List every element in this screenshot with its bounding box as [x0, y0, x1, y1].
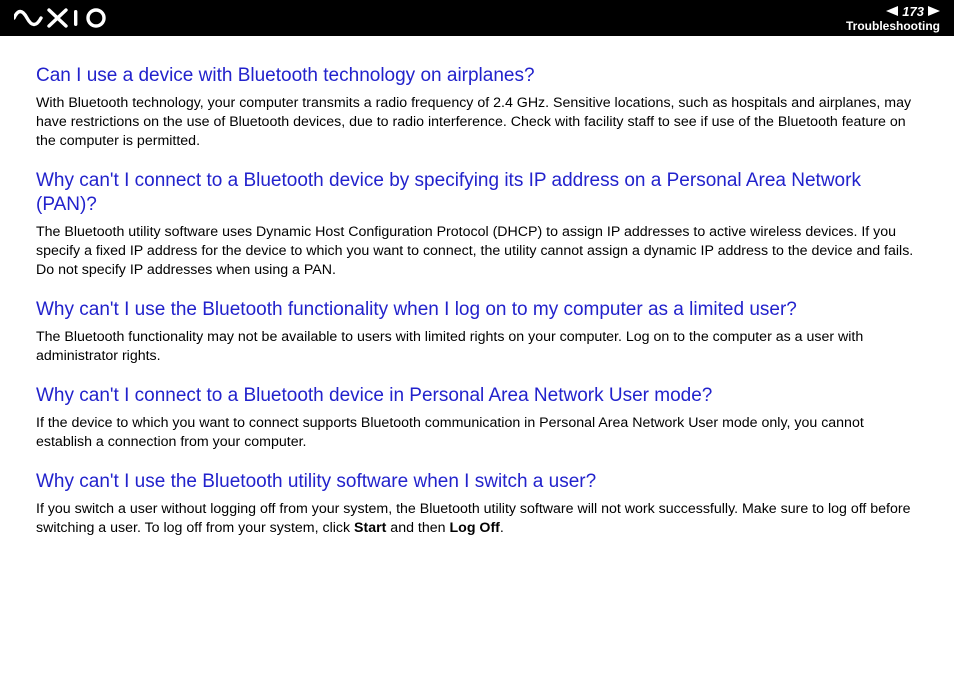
vaio-logo [14, 0, 114, 36]
faq-answer: If you switch a user without logging off… [36, 500, 918, 538]
section-label: Troubleshooting [846, 20, 940, 32]
faq-question: Can I use a device with Bluetooth techno… [36, 64, 918, 88]
header-bar: 173 Troubleshooting [0, 0, 954, 36]
header-right: 173 Troubleshooting [846, 0, 940, 36]
faq-answer: With Bluetooth technology, your computer… [36, 94, 918, 152]
page-content: Can I use a device with Bluetooth techno… [0, 36, 954, 539]
faq-answer: If the device to which you want to conne… [36, 414, 918, 452]
qa-block: Why can't I use the Bluetooth utility so… [36, 470, 918, 538]
faq-question: Why can't I connect to a Bluetooth devic… [36, 384, 918, 408]
page-navigation: 173 [886, 5, 940, 18]
qa-block: Can I use a device with Bluetooth techno… [36, 64, 918, 151]
prev-page-arrow-icon[interactable] [886, 6, 898, 16]
page-number: 173 [902, 5, 924, 18]
faq-question: Why can't I use the Bluetooth utility so… [36, 470, 918, 494]
next-page-arrow-icon[interactable] [928, 6, 940, 16]
faq-question: Why can't I use the Bluetooth functional… [36, 298, 918, 322]
qa-block: Why can't I connect to a Bluetooth devic… [36, 169, 918, 280]
faq-answer: The Bluetooth functionality may not be a… [36, 328, 918, 366]
faq-answer: The Bluetooth utility software uses Dyna… [36, 223, 918, 281]
qa-block: Why can't I connect to a Bluetooth devic… [36, 384, 918, 452]
faq-question: Why can't I connect to a Bluetooth devic… [36, 169, 918, 217]
qa-block: Why can't I use the Bluetooth functional… [36, 298, 918, 366]
